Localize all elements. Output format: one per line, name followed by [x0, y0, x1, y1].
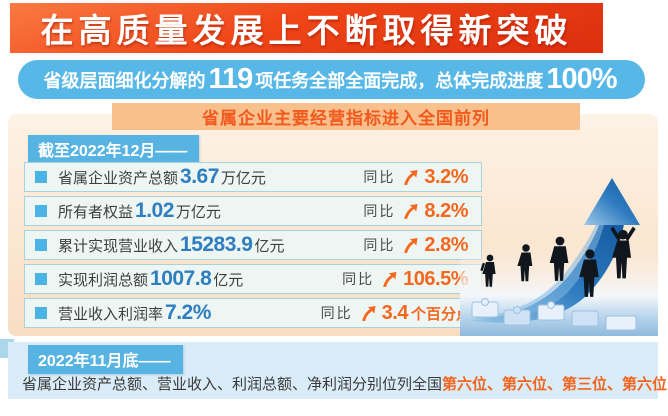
stat-change: 3.2% [424, 165, 468, 188]
stat-change-suffix: 个百分点 [410, 305, 471, 323]
yoy-group: 同比 8.2% [363, 200, 471, 223]
stats-list: 省属企业资产总额 3.67 万亿元 同比 3.2% 所有者权益 1.02 万亿元… [24, 162, 482, 332]
stat-change: 3.4 [381, 301, 409, 324]
summary-pill: 省级层面细化分解的 119 项任务全部全面完成，总体完成进度 100% [18, 60, 645, 99]
footer-text-plain: 省属企业资产总额、营业收入、利润总额、净利润分别位列全国 [22, 376, 443, 393]
page-title: 在高质量发展上不断取得新突破 [40, 12, 573, 49]
section-banner-text: 省属企业主要经营指标进入全国前列 [202, 109, 490, 128]
up-trend-arrow-icon [404, 169, 418, 185]
stat-unit: 亿元 [213, 271, 244, 289]
stat-value: 3.67 [180, 165, 219, 188]
summary-middle: 项任务全部全面完成，总体完成进度 [255, 70, 544, 91]
celebrating-person [610, 226, 636, 279]
stat-row-profit: 实现利润总额 1007.8 亿元 同比 106.5% [24, 264, 482, 294]
up-trend-arrow-icon [404, 237, 418, 253]
stat-label: 省属企业资产总额 [58, 169, 179, 187]
footer-text-highlight: 第六位、第六位、第三位、第六位 [442, 376, 668, 393]
period-label-november: 2022年11月底—— [28, 345, 183, 374]
yoy-label: 同比 [342, 271, 375, 287]
square-bullet-icon [35, 273, 47, 285]
stat-value: 1.02 [135, 199, 174, 222]
stat-value: 7.2% [165, 301, 211, 324]
stat-label: 实现利润总额 [58, 271, 149, 289]
yoy-label: 同比 [363, 237, 396, 253]
square-bullet-icon [35, 239, 47, 251]
yoy-label: 同比 [320, 305, 353, 321]
stat-label: 累计实现营业收入 [58, 237, 179, 255]
section-banner: 省属企业主要经营指标进入全国前列 [112, 103, 580, 130]
stat-change: 106.5% [403, 267, 468, 290]
up-trend-arrow-icon [404, 203, 418, 219]
stat-unit: 万亿元 [220, 169, 266, 187]
stat-unit: 亿元 [254, 237, 285, 255]
stat-change: 2.8% [424, 233, 468, 256]
square-bullet-icon [35, 205, 47, 217]
people-silhouettes [480, 226, 636, 297]
yoy-group: 同比 106.5% [342, 268, 471, 291]
stat-unit: 万亿元 [175, 203, 221, 221]
period-label-december: 截至2022年12月—— [28, 135, 200, 164]
stat-value: 1007.8 [150, 267, 212, 290]
footer-ranking-text: 省属企业资产总额、营业收入、利润总额、净利润分别位列全国第六位、第六位、第三位、… [22, 373, 667, 394]
stat-change: 8.2% [424, 199, 468, 222]
square-bullet-icon [35, 307, 47, 319]
summary-prefix: 省级层面细化分解的 [43, 70, 206, 91]
up-trend-arrow-icon [383, 271, 397, 287]
headline-banner: 在高质量发展上不断取得新突破 [10, 3, 603, 53]
yoy-label: 同比 [363, 203, 396, 219]
growth-illustration [460, 178, 658, 336]
yoy-group: 同比 3.4 个百分点 [321, 302, 471, 325]
stat-row-revenue: 累计实现营业收入 15283.9 亿元 同比 2.8% [24, 230, 482, 260]
yoy-label: 同比 [363, 169, 396, 185]
tasks-count: 119 [208, 63, 254, 95]
stat-row-assets: 省属企业资产总额 3.67 万亿元 同比 3.2% [24, 162, 482, 192]
puzzle-pieces [471, 298, 637, 331]
square-bullet-icon [35, 171, 47, 183]
stat-value: 15283.9 [180, 233, 253, 256]
up-trend-arrow-icon [361, 305, 376, 321]
stat-label: 营业收入利润率 [58, 305, 164, 323]
yoy-group: 同比 3.2% [363, 166, 471, 189]
yoy-group: 同比 2.8% [363, 234, 471, 257]
stat-row-equity: 所有者权益 1.02 万亿元 同比 8.2% [24, 196, 482, 226]
stat-label: 所有者权益 [58, 203, 134, 221]
progress-value: 100% [546, 63, 617, 95]
stat-row-margin: 营业收入利润率 7.2% 同比 3.4 个百分点 [24, 298, 482, 328]
